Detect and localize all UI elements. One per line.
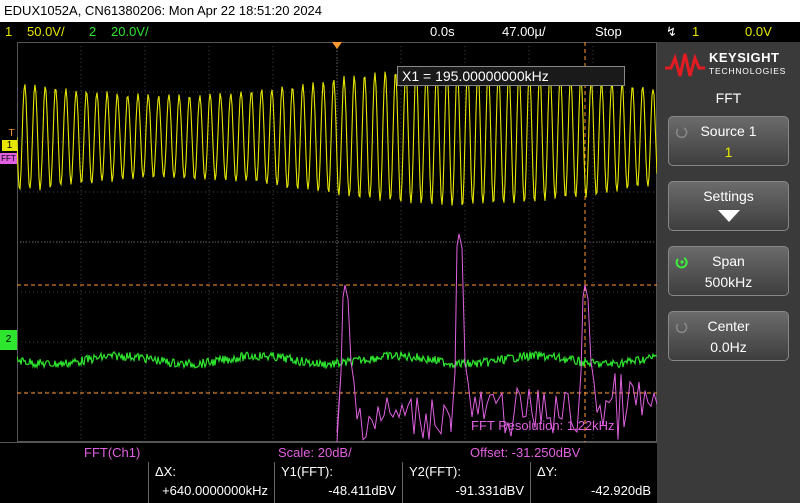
trigger-source[interactable]: 1 [692, 24, 700, 39]
knob-active-icon [675, 257, 688, 269]
center-value: 0.0Hz [710, 339, 747, 355]
fft-marker[interactable]: FFT [0, 153, 17, 164]
ch2-trace [16, 350, 658, 370]
span-value: 500kHz [704, 274, 753, 290]
time-scale[interactable]: 47.00µ/ [502, 24, 546, 39]
trigger-level-marker[interactable]: T [8, 128, 15, 139]
run-state[interactable]: Stop [595, 24, 622, 39]
delta-y-cell: ΔY: -42.920dB [530, 462, 657, 503]
fft-scale[interactable]: Scale: 20dB/ [278, 445, 352, 460]
delta-x-value: +640.0000000kHz [162, 483, 268, 498]
knob-inactive-icon [675, 322, 688, 334]
y1-cell: Y1(FFT): -48.411dBV [274, 462, 402, 503]
keysight-logo: KEYSIGHT TECHNOLOGIES [657, 42, 800, 84]
fft-offset[interactable]: Offset: -31.250dBV [470, 445, 581, 460]
y1-label: Y1(FFT): [281, 464, 333, 479]
span-label: Span [712, 253, 745, 269]
fft-info-bar: FFT(Ch1) Scale: 20dB/ Offset: -31.250dBV [0, 442, 657, 462]
delta-x-label: ΔX: [155, 464, 176, 479]
softkey-panel: KEYSIGHT TECHNOLOGIES FFT Source 1 1 Set… [657, 42, 800, 503]
y2-label: Y2(FFT): [409, 464, 461, 479]
arrow-down-icon [718, 210, 740, 222]
ch1-scale[interactable]: 50.0V/ [27, 24, 65, 39]
span-softkey[interactable]: Span 500kHz [668, 246, 789, 296]
time-position[interactable]: 0.0s [430, 24, 455, 39]
ch2-number[interactable]: 2 [89, 24, 97, 39]
y1-value: -48.411dBV [328, 483, 396, 498]
settings-softkey[interactable]: Settings [668, 181, 789, 231]
ch2-ground-marker[interactable]: 2 [0, 330, 17, 350]
delta-y-label: ΔY: [537, 464, 558, 479]
fft-trace [336, 233, 658, 443]
menu-title: FFT [715, 90, 742, 106]
source-value: 1 [724, 144, 733, 160]
trigger-position-marker [332, 42, 342, 49]
trigger-edge-icon: ↯ [666, 24, 677, 39]
fft-source[interactable]: FFT(Ch1) [84, 445, 141, 460]
center-label: Center [707, 318, 750, 334]
fft-resolution: FFT Resolution: 1.22kHz [471, 418, 615, 433]
delta-x-cell: ΔX: +640.0000000kHz [148, 462, 274, 503]
ch1-number[interactable]: 1 [5, 24, 13, 39]
window-title: EDUX1052A, CN61380206: Mon Apr 22 18:51:… [0, 0, 800, 22]
center-softkey[interactable]: Center 0.0Hz [668, 311, 789, 361]
status-bar: 1 50.0V/ 2 20.0V/ 0.0s 47.00µ/ Stop ↯ 1 … [0, 22, 800, 42]
cursor-readout: X1 = 195.00000000kHz [397, 66, 625, 86]
ch2-scale[interactable]: 20.0V/ [111, 24, 149, 39]
y2-cell: Y2(FFT): -91.331dBV [402, 462, 530, 503]
source-softkey[interactable]: Source 1 1 [668, 116, 789, 166]
cursor-measurements: ΔX: +640.0000000kHz Y1(FFT): -48.411dBV … [0, 462, 657, 503]
trigger-level[interactable]: 0.0V [745, 24, 772, 39]
waveform-display[interactable]: X1 = 195.00000000kHz FFT Resolution: 1.2… [16, 42, 658, 443]
keysight-wave-icon [665, 53, 705, 77]
source-label: Source 1 [700, 123, 757, 139]
ch1-ground-marker[interactable]: 1 [2, 140, 17, 151]
brand-sub: TECHNOLOGIES [709, 66, 787, 76]
brand-name: KEYSIGHT [709, 50, 780, 65]
settings-label: Settings [703, 188, 754, 204]
waveform-canvas [16, 42, 658, 443]
delta-y-value: -42.920dB [591, 483, 651, 498]
y2-value: -91.331dBV [455, 483, 524, 498]
knob-inactive-icon [675, 127, 688, 139]
